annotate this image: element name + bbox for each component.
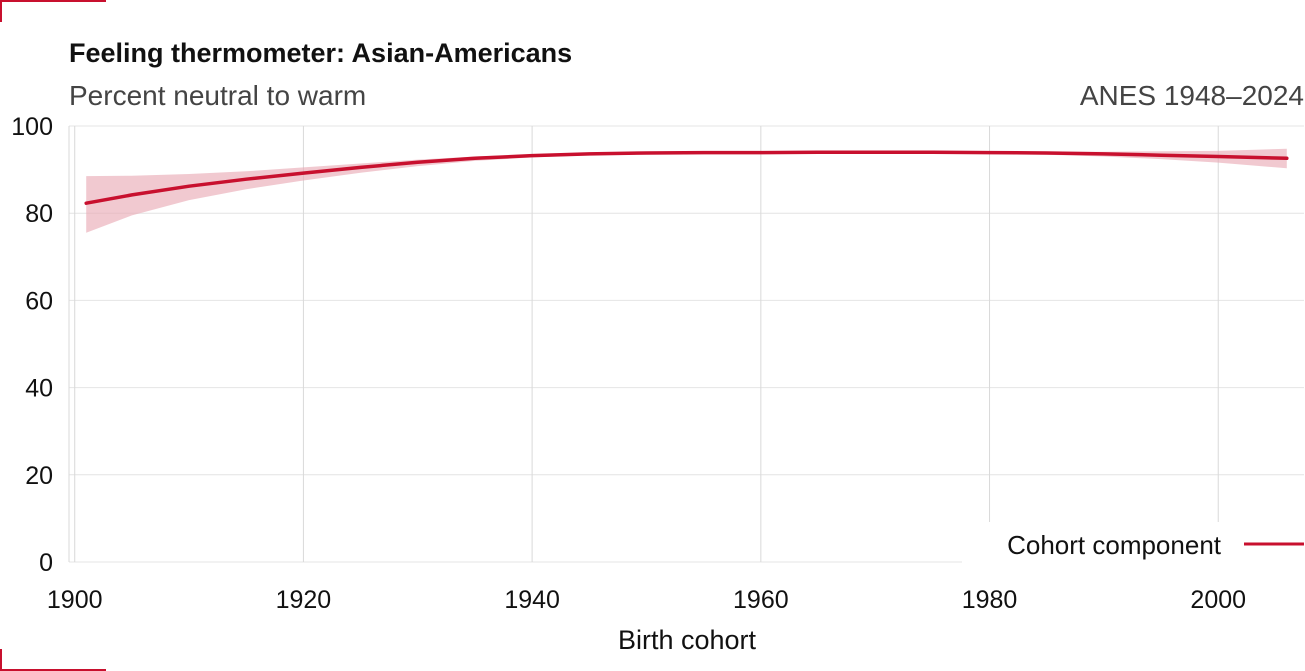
- x-tick-label: 1980: [962, 586, 1018, 614]
- corner-marks: [0, 0, 106, 671]
- x-tick-label: 1960: [733, 586, 789, 614]
- x-tick-label: 2000: [1190, 586, 1246, 614]
- x-tick-label: 1940: [504, 586, 560, 614]
- source-label: ANES 1948–2024: [1080, 80, 1304, 111]
- y-tick-label: 40: [25, 375, 53, 403]
- series-line: [84, 150, 1289, 205]
- x-tick-label: 1920: [276, 586, 332, 614]
- chart-subtitle: Percent neutral to warm: [69, 80, 366, 111]
- y-tick-label: 80: [25, 200, 53, 228]
- confidence-band-layer: [86, 148, 1287, 233]
- corner-mark-top-left: [0, 0, 106, 22]
- corner-mark-bottom-left: [0, 649, 106, 671]
- legend: Cohort component: [962, 522, 1305, 568]
- confidence-band: [86, 148, 1287, 233]
- y-tick-label: 60: [25, 287, 53, 315]
- gridlines: [68, 125, 1304, 563]
- x-tick-label: 1900: [47, 586, 103, 614]
- legend-label: Cohort component: [1007, 530, 1222, 560]
- y-tick-label: 20: [25, 462, 53, 490]
- y-axis-ticks: 0 20 40 60 80 100: [11, 113, 53, 577]
- y-tick-label: 100: [11, 113, 53, 141]
- x-axis-title: Birth cohort: [618, 625, 757, 655]
- x-axis-ticks: 1900 1920 1940 1960 1980 2000: [47, 586, 1246, 614]
- chart-title: Feeling thermometer: Asian-Americans: [69, 38, 572, 68]
- y-tick-label: 0: [39, 549, 53, 577]
- series-line-layer: [84, 150, 1289, 205]
